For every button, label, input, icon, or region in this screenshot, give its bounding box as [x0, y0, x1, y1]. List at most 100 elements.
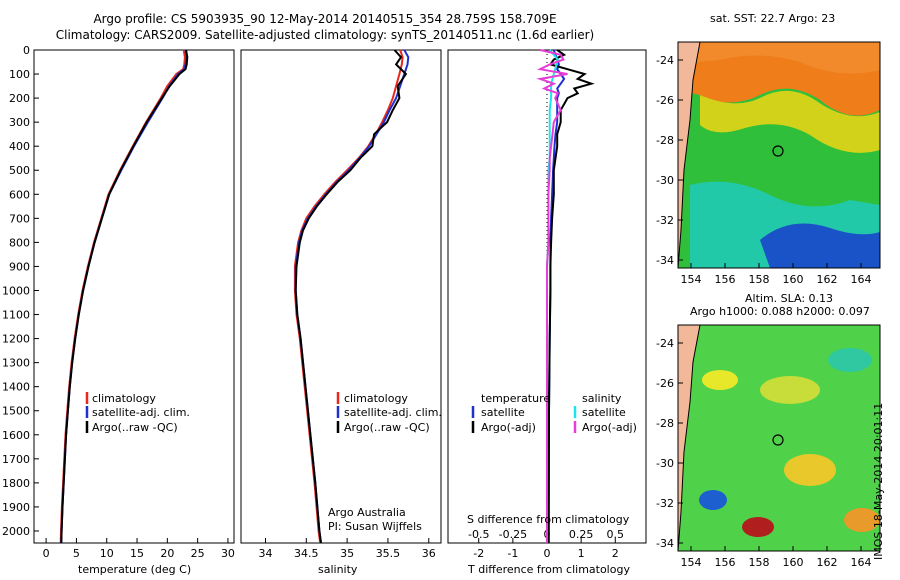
sst-warm-north — [678, 42, 880, 74]
difference-series — [536, 49, 595, 543]
sla-blob-6 — [742, 517, 774, 537]
lat-tick-label: -24 — [656, 54, 674, 67]
t-diff-label: T difference from climatology — [467, 563, 630, 576]
lon-tick-label: 160 — [783, 556, 804, 569]
depth-tick-label: 1100 — [2, 309, 30, 322]
series-line-s-argo — [536, 49, 568, 543]
depth-tick-label: 1500 — [2, 405, 30, 418]
sla-blob-3 — [828, 348, 872, 372]
x-tick-label: 15 — [130, 547, 144, 560]
lat-tick-label: -26 — [656, 377, 674, 390]
x-tick-label: 10 — [100, 547, 114, 560]
lat-tick-label: -28 — [656, 134, 674, 147]
x-tick-label: 5 — [73, 547, 80, 560]
lon-tick-label: 156 — [715, 556, 736, 569]
sla-frame — [677, 324, 881, 552]
depth-tick-label: 400 — [9, 140, 30, 153]
sla-blob-4 — [784, 454, 836, 486]
lat-tick-label: -32 — [656, 214, 674, 227]
sla-axis-ticks: 154 156 158 160 162 164 -24 -26 -28 -30 -32 -34 — [656, 337, 871, 569]
lon-tick-label: 160 — [783, 273, 804, 286]
depth-tick-label: 100 — [9, 68, 30, 81]
lon-tick-label: 162 — [817, 556, 838, 569]
x-tick-label: -2 — [473, 547, 484, 560]
salinity-legend: climatology satellite-adj. clim. Argo(..… — [336, 392, 442, 434]
salinity-panel: 34 34.5 35 35.5 36 salinity climatology sate… — [240, 49, 442, 576]
sla-blob-5 — [699, 490, 727, 510]
depth-tick-label: 800 — [9, 236, 30, 249]
sla-blob-1 — [760, 376, 820, 404]
salinity-axes-box — [240, 49, 442, 544]
lon-tick-label: 154 — [681, 273, 702, 286]
diff-legend-temperature: temperature — [481, 392, 550, 405]
depth-tick-label: 1700 — [2, 453, 30, 466]
lat-tick-label: -28 — [656, 417, 674, 430]
lon-tick-label: 164 — [851, 556, 872, 569]
depth-tick-label: 1600 — [2, 429, 30, 442]
sst-cold-band — [760, 223, 880, 268]
x-tick-label: 36 — [422, 547, 436, 560]
argo-australia-note: Argo Australia — [328, 506, 406, 519]
x-tick-label: 25 — [191, 547, 205, 560]
lat-tick-label: -30 — [656, 457, 674, 470]
lat-tick-label: -34 — [656, 254, 674, 267]
lat-tick-label: -24 — [656, 337, 674, 350]
series-line-climatology — [59, 49, 186, 544]
x-tick-label: 34.5 — [294, 547, 319, 560]
x-tick-label: 34 — [258, 547, 272, 560]
temperature-x-axis: 0 5 10 15 20 25 30 — [43, 538, 235, 560]
imos-timestamp: IMOS 18-May-2014 20:01:11 — [872, 402, 885, 560]
depth-tick-label: 700 — [9, 212, 30, 225]
x-tick-label: 35.5 — [376, 547, 401, 560]
sla-map: 154 156 158 160 162 164 -24 -26 -28 -30 -32 -34 — [656, 324, 881, 569]
depth-tick-label: 300 — [9, 116, 30, 129]
x-tick-label: 1 — [578, 547, 585, 560]
s-tick-label: 0.25 — [569, 528, 594, 541]
sst-axis-ticks: 154 156 158 160 162 164 -24 -26 -28 -30 -32 -34 — [656, 54, 871, 286]
legend-satellite: satellite-adj. clim. — [92, 406, 190, 419]
s-diff-label: S difference from climatology — [467, 513, 630, 526]
depth-tick-label: 1200 — [2, 333, 30, 346]
depth-tick-label: 500 — [9, 164, 30, 177]
salinity-series — [293, 49, 410, 544]
x-tick-label: 0 — [43, 547, 50, 560]
s-tick-label: -0.5 — [468, 528, 489, 541]
series-line-argo — [60, 49, 189, 544]
lon-tick-label: 162 — [817, 273, 838, 286]
lon-tick-label: 158 — [749, 273, 770, 286]
depth-tick-label: 2000 — [2, 525, 30, 538]
temperature-axes-box — [33, 49, 235, 544]
x-tick-label: 35 — [340, 547, 354, 560]
pi-note: PI: Susan Wijffels — [328, 520, 422, 533]
lat-tick-label: -34 — [656, 537, 674, 550]
diff-legend-t-argo: Argo(-adj) — [481, 421, 536, 434]
depth-tick-label: 200 — [9, 92, 30, 105]
temperature-xlabel: temperature (deg C) — [78, 563, 191, 576]
lat-tick-label: -32 — [656, 497, 674, 510]
sst-yellow-band — [700, 90, 880, 153]
x-tick-label: 20 — [160, 547, 174, 560]
depth-tick-label: 1800 — [2, 477, 30, 490]
legend-argo: Argo(..raw -QC) — [92, 421, 178, 434]
depth-tick-label: 1900 — [2, 501, 30, 514]
diff-legend-salinity: salinity — [582, 392, 622, 405]
sst-map: 154 156 158 160 162 164 -24 -26 -28 -30 -32 -34 — [656, 41, 881, 286]
x-tick-label: 30 — [221, 547, 235, 560]
lon-tick-label: 158 — [749, 556, 770, 569]
diff-legend-t-sat: satellite — [481, 406, 525, 419]
x-tick-label: 2 — [612, 547, 619, 560]
lat-tick-label: -26 — [656, 94, 674, 107]
temperature-series — [59, 49, 189, 544]
salinity-x-axis: 34 34.5 35 35.5 36 — [258, 538, 436, 560]
temperature-legend: climatology satellite-adj. clim. Argo(..… — [85, 392, 190, 434]
sla-float-marker — [772, 434, 784, 446]
lon-tick-label: 156 — [715, 273, 736, 286]
depth-tick-label: 1300 — [2, 357, 30, 370]
lon-tick-label: 164 — [851, 273, 872, 286]
depth-tick-label: 0 — [23, 44, 30, 57]
plot-title-line1: Argo profile: CS 5903935_90 12-May-2014 … — [93, 12, 557, 26]
sst-title: sat. SST: 22.7 Argo: 23 — [710, 12, 836, 25]
series-line-argo — [294, 49, 408, 544]
diff-legend-s-sat: satellite — [582, 406, 626, 419]
